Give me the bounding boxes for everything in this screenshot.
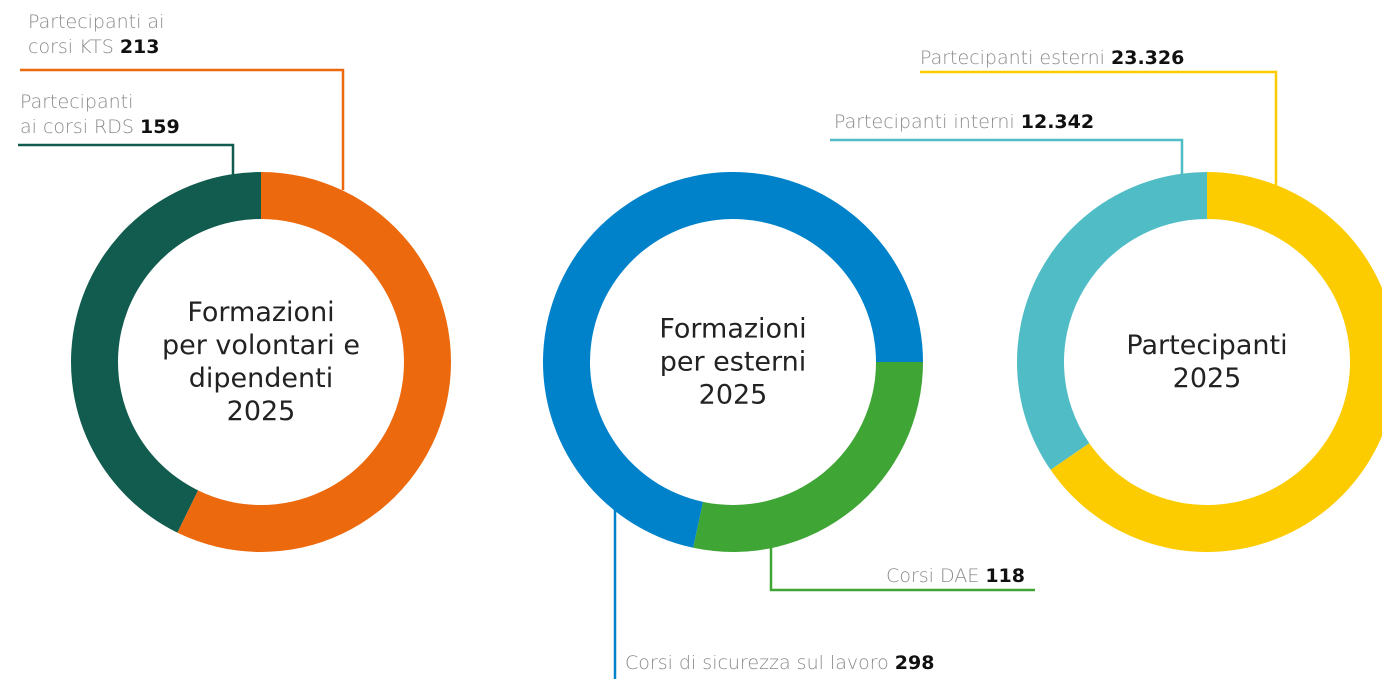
category-label: Corsi DAE	[886, 565, 980, 587]
leader-line	[18, 143, 235, 175]
value-label: 159	[140, 116, 180, 138]
category-label: Partecipanti esterni	[920, 47, 1105, 69]
segment-label: Partecipanti esterni 23.326	[920, 46, 1260, 71]
category-label: Corsi di sicurezza sul lavoro	[625, 652, 889, 674]
donut-segment	[1017, 172, 1207, 470]
leader-line	[20, 68, 345, 190]
segment-label: Partecipanti ai corsi KTS 213	[28, 10, 288, 60]
value-label: 23.326	[1111, 47, 1185, 69]
leader-line	[769, 548, 1035, 592]
donut-center-title: Formazioni per volontari e dipendenti 20…	[162, 297, 360, 427]
value-label: 118	[985, 565, 1025, 587]
value-label: 213	[119, 36, 160, 58]
donut-center-title: Partecipanti 2025	[1126, 330, 1288, 394]
donut-segment	[70, 172, 261, 533]
category-label: Partecipanti ai corsi RDS	[20, 91, 134, 138]
value-label: 298	[894, 652, 935, 674]
donut-segment	[693, 362, 923, 553]
category-label: Partecipanti interni	[834, 111, 1015, 133]
segment-label: Partecipanti interni 12.342	[834, 110, 1174, 135]
category-label: Partecipanti ai corsi KTS	[28, 11, 165, 58]
donut-segment	[177, 172, 451, 552]
segment-label: Corsi DAE 118	[725, 564, 1025, 589]
donut-center-title: Formazioni per esterni 2025	[659, 313, 807, 411]
leader-line	[920, 70, 1278, 185]
leader-line	[830, 138, 1184, 175]
segment-label: Corsi di sicurezza sul lavoro 298	[625, 651, 1045, 676]
segment-label: Partecipanti ai corsi RDS 159	[20, 90, 280, 140]
value-label: 12.342	[1020, 111, 1095, 133]
